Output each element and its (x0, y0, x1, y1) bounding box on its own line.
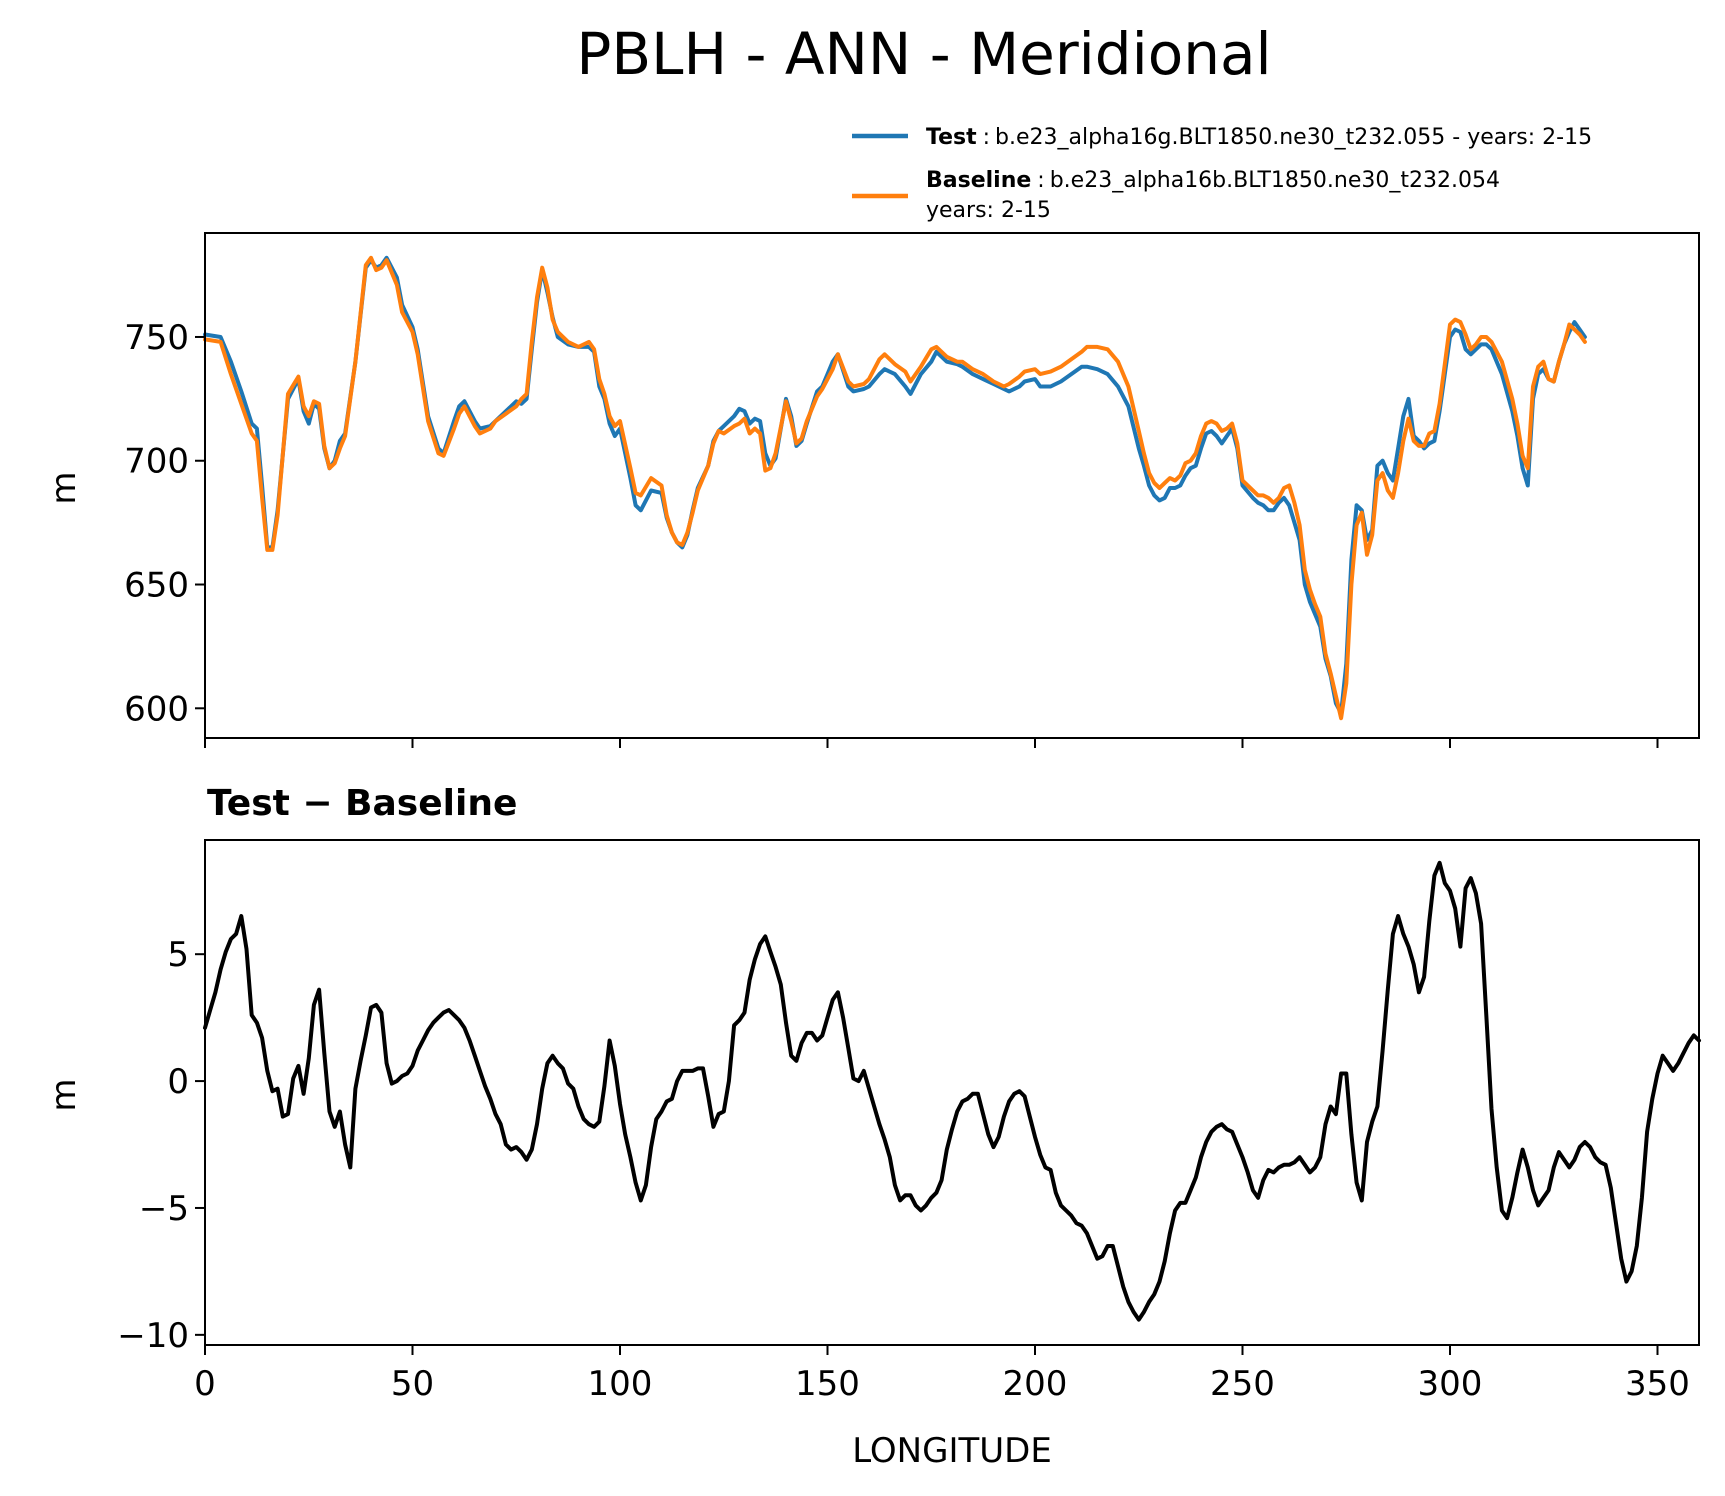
bottom-series-group (203, 860, 1701, 1322)
legend: Test: b.e23_alpha16g.BLT1850.ne30_t232.05… (852, 125, 1592, 223)
x-tick-label: 350 (1625, 1364, 1690, 1404)
x-tick-label: 150 (795, 1364, 860, 1404)
legend-sep-baseline: : (1037, 168, 1044, 193)
x-tick-label: 250 (1210, 1364, 1275, 1404)
series-line-test-baseline (203, 860, 1701, 1322)
legend-text-test: b.e23_alpha16g.BLT1850.ne30_t232.055 - y… (995, 125, 1592, 150)
x-tick-label: 200 (1003, 1364, 1068, 1404)
top-panel: 600 650 700 750 m (44, 232, 1700, 748)
x-axis-label: LONGITUDE (852, 1431, 1052, 1471)
legend-name-test: Test (926, 125, 977, 150)
y-tick-label: −10 (117, 1316, 189, 1356)
legend-sep-test: : (983, 125, 990, 150)
figure-title: PBLH - ANN - Meridional (576, 20, 1271, 88)
series-line-test (203, 255, 1587, 716)
legend-text-baseline-line2: years: 2-15 (926, 198, 1051, 223)
y-tick-label: 700 (124, 442, 189, 482)
y-tick-label: 650 (124, 566, 189, 606)
x-tick-label: 0 (194, 1364, 216, 1404)
y-tick-label: 600 (124, 689, 189, 729)
bottom-y-axis-label: m (44, 1078, 84, 1111)
y-tick-label: 0 (167, 1062, 189, 1102)
top-y-axis-label: m (44, 471, 84, 504)
bottom-panel-title: Test − Baseline (207, 783, 517, 824)
x-tick-label: 100 (588, 1364, 653, 1404)
top-ticks-group: 600 650 700 750 (124, 318, 1659, 748)
legend-text-baseline: b.e23_alpha16b.BLT1850.ne30_t232.054 (1050, 168, 1500, 193)
legend-entry-test: Test: b.e23_alpha16g.BLT1850.ne30_t232.05… (926, 125, 1592, 150)
series-line-baseline (203, 255, 1587, 721)
bottom-ticks-group: 0 50 100 150 200 250 300 350 −10 −5 0 5 (117, 935, 1690, 1404)
legend-name-baseline: Baseline (926, 168, 1031, 193)
x-tick-label: 50 (391, 1364, 434, 1404)
top-axes-frame (204, 232, 1700, 739)
x-tick-label: 300 (1418, 1364, 1483, 1404)
y-tick-label: −5 (139, 1189, 189, 1229)
bottom-axes-frame (204, 839, 1700, 1346)
bottom-panel: 0 50 100 150 200 250 300 350 −10 −5 0 5 m (44, 839, 1701, 1404)
legend-entry-baseline: Baseline: b.e23_alpha16b.BLT1850.ne30_t23… (926, 168, 1500, 193)
y-tick-label: 750 (124, 318, 189, 358)
y-tick-label: 5 (167, 935, 189, 975)
top-series-group (203, 255, 1587, 721)
